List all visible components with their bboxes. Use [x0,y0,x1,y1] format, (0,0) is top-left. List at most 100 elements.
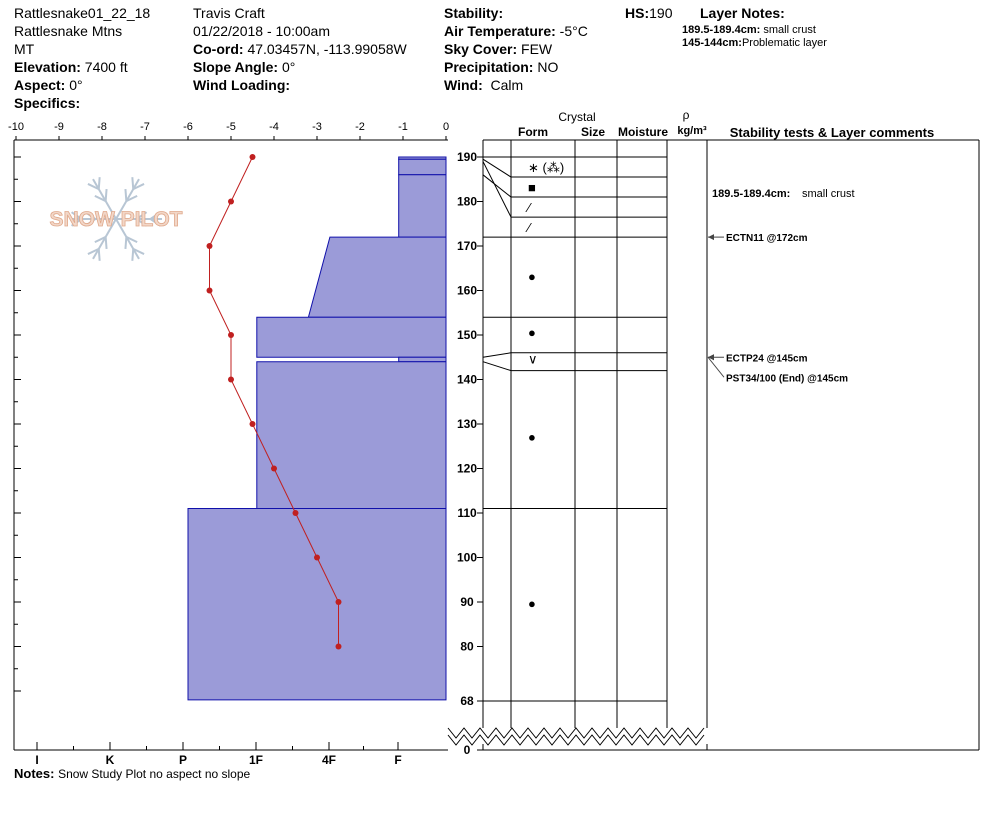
stability-test-pointer [707,356,725,378]
snowflake-branch [136,211,148,220]
snowflake-branch [124,189,128,202]
snowflake-branch [84,218,96,227]
layer-connector [482,174,512,198]
snowflake-branch [97,177,101,190]
layer-connector [482,361,512,372]
crystal-form-symbol: ⁄ [525,220,532,235]
temp-tick-label: -1 [398,121,408,133]
temp-tick-label: -3 [312,121,322,133]
temp-point [292,510,299,516]
snow-height: HS:190 [625,5,673,21]
temp-profile-line [209,156,339,647]
hardness-tick-label: 4F [322,753,336,767]
depth-tick-label: 0 [464,743,471,757]
crystal-form-symbol: ∗ (⁂) [528,160,564,175]
temp-point [335,599,342,605]
depth-ticks-left [14,156,21,692]
column-comments: Stability tests & Layer comments [730,125,934,140]
snowflake-branch [149,211,161,220]
snowflake-branch [104,189,108,202]
hardness-tick-label: K [106,753,115,767]
stability-test-label: ECTN11 @172cm [726,233,808,244]
depth-tick-label: 120 [457,462,477,476]
snowflake-branch [104,236,108,249]
depth-tick-label: 110 [457,506,477,520]
temp-point [228,198,234,205]
hardness-layers [187,156,447,701]
column-size: Size [581,125,605,139]
slope-angle: Slope Angle: 0° [193,59,296,75]
temp-point [206,243,213,249]
hardness-layer [256,361,447,510]
snowpilot-logo: SNOW PILOT [49,177,183,261]
hardness-layer [307,236,447,318]
crystal-form-symbol: ∨ [528,351,538,366]
temp-point [228,332,234,338]
observer: Travis Craft [193,5,265,21]
coordinates: Co-ord: 47.03457N, -113.99058W [193,41,407,57]
column-moisture: Moisture [618,125,668,139]
depth-axis: 190 180 170 160 150 140 130 120 110 100 90 80 68 0 [447,140,708,757]
range-name: Rattlesnake Mtns [14,23,123,39]
column-crystal: Crystal [558,110,595,124]
snowflake-branch [71,211,83,220]
temperature-axis: -10 -9 -8 -7 -6 -5 -4 -3 -2 -1 0 [8,121,449,140]
temp-tick-label: -10 [8,121,24,133]
snowflake-branch [125,236,138,244]
depth-tick-label: 80 [460,640,474,654]
site-name: Rattlesnake01_22_18 [14,5,151,21]
crystal-form-symbol: ● [528,325,536,340]
column-form: Form [518,125,548,139]
aspect: Aspect: 0° [14,77,83,93]
stability-test-label: ECTP24 @145cm [726,353,808,364]
axis-break-zigzag [447,734,705,746]
wind-loading: Wind Loading: [193,77,291,93]
temp-tick-label: 0 [443,121,449,133]
temp-point [228,376,234,383]
temp-point [271,465,277,472]
snowflake-branch [131,248,135,261]
header-observer-info: Travis Craft 01/22/2018 - 10:00am Co-ord… [193,4,407,94]
depth-tick-label: 68 [460,694,474,708]
depth-tick-label: 140 [457,373,477,387]
temp-tick-label: -6 [183,121,193,133]
hardness-layer [187,508,447,701]
axis-break-zigzag [447,727,705,739]
crystal-form-symbol: ⁄ [525,200,532,215]
snowflake-branch [124,236,128,249]
temp-tick-label: -5 [226,121,236,133]
snowflake-arm [92,178,117,220]
stability: Stability: [444,5,504,21]
sky-cover: Sky Cover: FEW [444,41,553,57]
notes: Notes: Snow Study Plot no aspect no slop… [14,766,251,781]
header-site-info: Rattlesnake01_22_18 Rattlesnake Mtns MT … [14,4,150,112]
temp-point [314,554,320,561]
layer-notes: 189.5-189.4cm: small crust 145-144cm:Pro… [682,24,827,50]
depth-tick-label: 190 [457,150,477,164]
hardness-layer [398,356,447,363]
layer-notes-label: Layer Notes: [700,5,785,21]
hardness-tick-label: 1F [249,753,263,767]
wind: Wind: Calm [444,77,524,93]
datetime: 01/22/2018 - 10:00am [193,23,330,39]
snowflake-branch [94,236,107,244]
snowflake-branch [71,218,83,227]
temp-point [206,287,213,294]
crystal-form-symbol: ● [528,429,536,444]
layer-comment-range: 189.5-189.4cm: [712,188,790,200]
hardness-tick-label: P [179,753,187,767]
layer-comment-text: small crust [802,188,855,200]
snowflake-branch [149,218,161,227]
temperature-profile [206,154,342,650]
hardness-layer [256,316,447,358]
logo-text: SNOW PILOT [50,208,183,231]
snowflake-branch [131,177,135,190]
layer-connector [482,161,512,218]
state-name: MT [14,41,35,57]
temp-point [249,154,256,160]
header-conditions: Stability: Air Temperature: -5°C Sky Cov… [444,4,588,94]
stability-test-label: PST34/100 (End) @145cm [726,373,848,384]
snowflake-branch [94,194,107,202]
depth-tick-label: 130 [457,417,477,431]
elevation: Elevation: 7400 ft [14,59,128,75]
